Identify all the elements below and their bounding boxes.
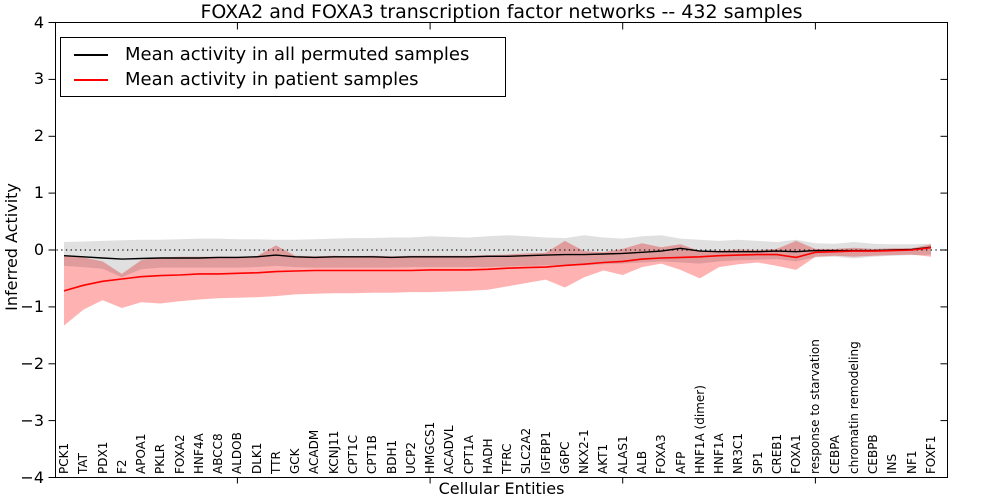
- x-category-label: ALAS1: [615, 435, 630, 474]
- x-category-label: ALB: [635, 450, 649, 474]
- permuted-mean-line: [63, 246, 932, 260]
- x-category-label: KCNJ11: [326, 430, 341, 474]
- x-category-label: HNF4A: [191, 433, 206, 474]
- x-category-label: BDH1: [384, 439, 399, 474]
- x-category-label: TFRC: [500, 443, 515, 474]
- x-category-label: HMGCS1: [423, 421, 438, 474]
- x-category-label: ALDOB: [230, 432, 245, 474]
- x-category-label: CPT1C: [346, 435, 360, 474]
- x-category-label: CEBPB: [866, 434, 881, 474]
- legend-label: Mean activity in patient samples: [125, 68, 419, 90]
- x-category-label: CPT1A: [461, 435, 476, 474]
- x-category-label: FOXA3: [654, 434, 669, 474]
- x-category-label: PKLR: [153, 443, 168, 474]
- x-category-label: F2: [114, 459, 129, 474]
- x-category-label: HNF1A (dimer): [692, 385, 707, 474]
- y-tick-label: −4: [20, 467, 44, 487]
- x-category-label: SLC2A2: [519, 427, 534, 474]
- x-category-label: FOXF1: [924, 435, 938, 474]
- y-tick-label: −3: [20, 410, 44, 430]
- x-category-label: INS: [885, 453, 900, 474]
- x-category-label: PDX1: [95, 441, 110, 474]
- x-category-label: HADH: [480, 438, 495, 475]
- x-category-label: FOXA1: [789, 434, 804, 474]
- x-category-label: ACADM: [307, 429, 322, 474]
- x-category-label: TAT: [76, 452, 91, 474]
- x-category-label: NR3C1: [731, 433, 746, 474]
- x-category-label: DLK1: [249, 442, 264, 474]
- legend: Mean activity in all permuted samples Me…: [60, 37, 506, 97]
- x-category-label: NKX2-1: [577, 429, 592, 474]
- x-category-label: G6PC: [557, 441, 572, 474]
- y-tick-label: 0: [33, 240, 44, 259]
- x-category-label: APOA1: [134, 433, 149, 474]
- x-category-label: chromatin remodeling: [846, 341, 861, 474]
- legend-item-patient: Mean activity in patient samples: [74, 68, 505, 92]
- x-category-label: UCP2: [403, 441, 418, 474]
- x-category-label: PCK1: [57, 442, 71, 474]
- x-category-label: ACADVL: [442, 425, 457, 474]
- x-category-label: TTR: [268, 451, 283, 474]
- chart-title: FOXA2 and FOXA3 transcription factor net…: [200, 1, 803, 23]
- x-category-label: GCK: [288, 448, 303, 474]
- x-category-label: CEBPA: [827, 435, 842, 474]
- y-tick-label: 2: [33, 126, 44, 146]
- y-tick-label: −1: [20, 296, 44, 316]
- x-category-label: SP1: [750, 451, 765, 475]
- y-tick-label: 3: [33, 69, 44, 89]
- x-category-label: FOXA2: [172, 434, 187, 474]
- y-tick-label: −2: [20, 353, 44, 373]
- x-category-label: response to starvation: [808, 339, 823, 474]
- patient-line-sample: [74, 78, 108, 81]
- x-category-label: CPT1B: [365, 435, 380, 474]
- x-category-label: HNF1A: [712, 433, 727, 474]
- patient-confidence-band: [64, 240, 931, 326]
- x-category-label: CREB1: [769, 433, 784, 474]
- x-category-label: NF1: [904, 450, 919, 474]
- x-category-label: IGFBP1: [538, 431, 553, 474]
- x-category-label: ABCC8: [211, 433, 226, 474]
- permuted-line-sample: [74, 53, 108, 56]
- legend-label: Mean activity in all permuted samples: [125, 43, 470, 65]
- patient-mean-line: [63, 246, 932, 292]
- y-tick-label: 4: [33, 12, 44, 32]
- y-tick-label: 1: [33, 183, 44, 203]
- legend-item-permuted: Mean activity in all permuted samples: [74, 43, 505, 67]
- x-category-label: AFP: [673, 451, 688, 474]
- x-axis-label: Cellular Entities: [438, 479, 565, 498]
- x-category-label: AKT1: [596, 443, 611, 474]
